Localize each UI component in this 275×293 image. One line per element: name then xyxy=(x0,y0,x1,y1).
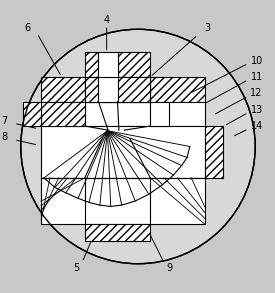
Bar xyxy=(41,101,205,126)
Circle shape xyxy=(21,29,255,264)
Text: 13: 13 xyxy=(251,105,263,115)
Polygon shape xyxy=(150,77,205,126)
Bar xyxy=(41,101,85,126)
Bar xyxy=(41,178,205,224)
Polygon shape xyxy=(41,77,85,101)
Polygon shape xyxy=(85,224,150,241)
Text: 14: 14 xyxy=(251,121,263,131)
Text: 4: 4 xyxy=(104,15,110,25)
Polygon shape xyxy=(85,77,98,101)
Text: 3: 3 xyxy=(204,23,211,33)
Text: 7: 7 xyxy=(1,116,7,126)
Text: 10: 10 xyxy=(251,56,263,66)
Text: 11: 11 xyxy=(251,72,263,82)
Bar xyxy=(23,101,41,126)
Polygon shape xyxy=(117,77,150,101)
Bar xyxy=(41,126,205,178)
Bar xyxy=(98,52,117,101)
Bar xyxy=(205,126,222,178)
Text: 9: 9 xyxy=(166,263,172,273)
Text: 8: 8 xyxy=(1,132,7,142)
Polygon shape xyxy=(85,52,98,77)
Text: 6: 6 xyxy=(24,23,31,33)
Text: 12: 12 xyxy=(251,88,263,98)
Bar xyxy=(85,77,150,101)
Polygon shape xyxy=(117,52,150,77)
Bar xyxy=(150,101,169,126)
Text: 5: 5 xyxy=(73,263,80,273)
